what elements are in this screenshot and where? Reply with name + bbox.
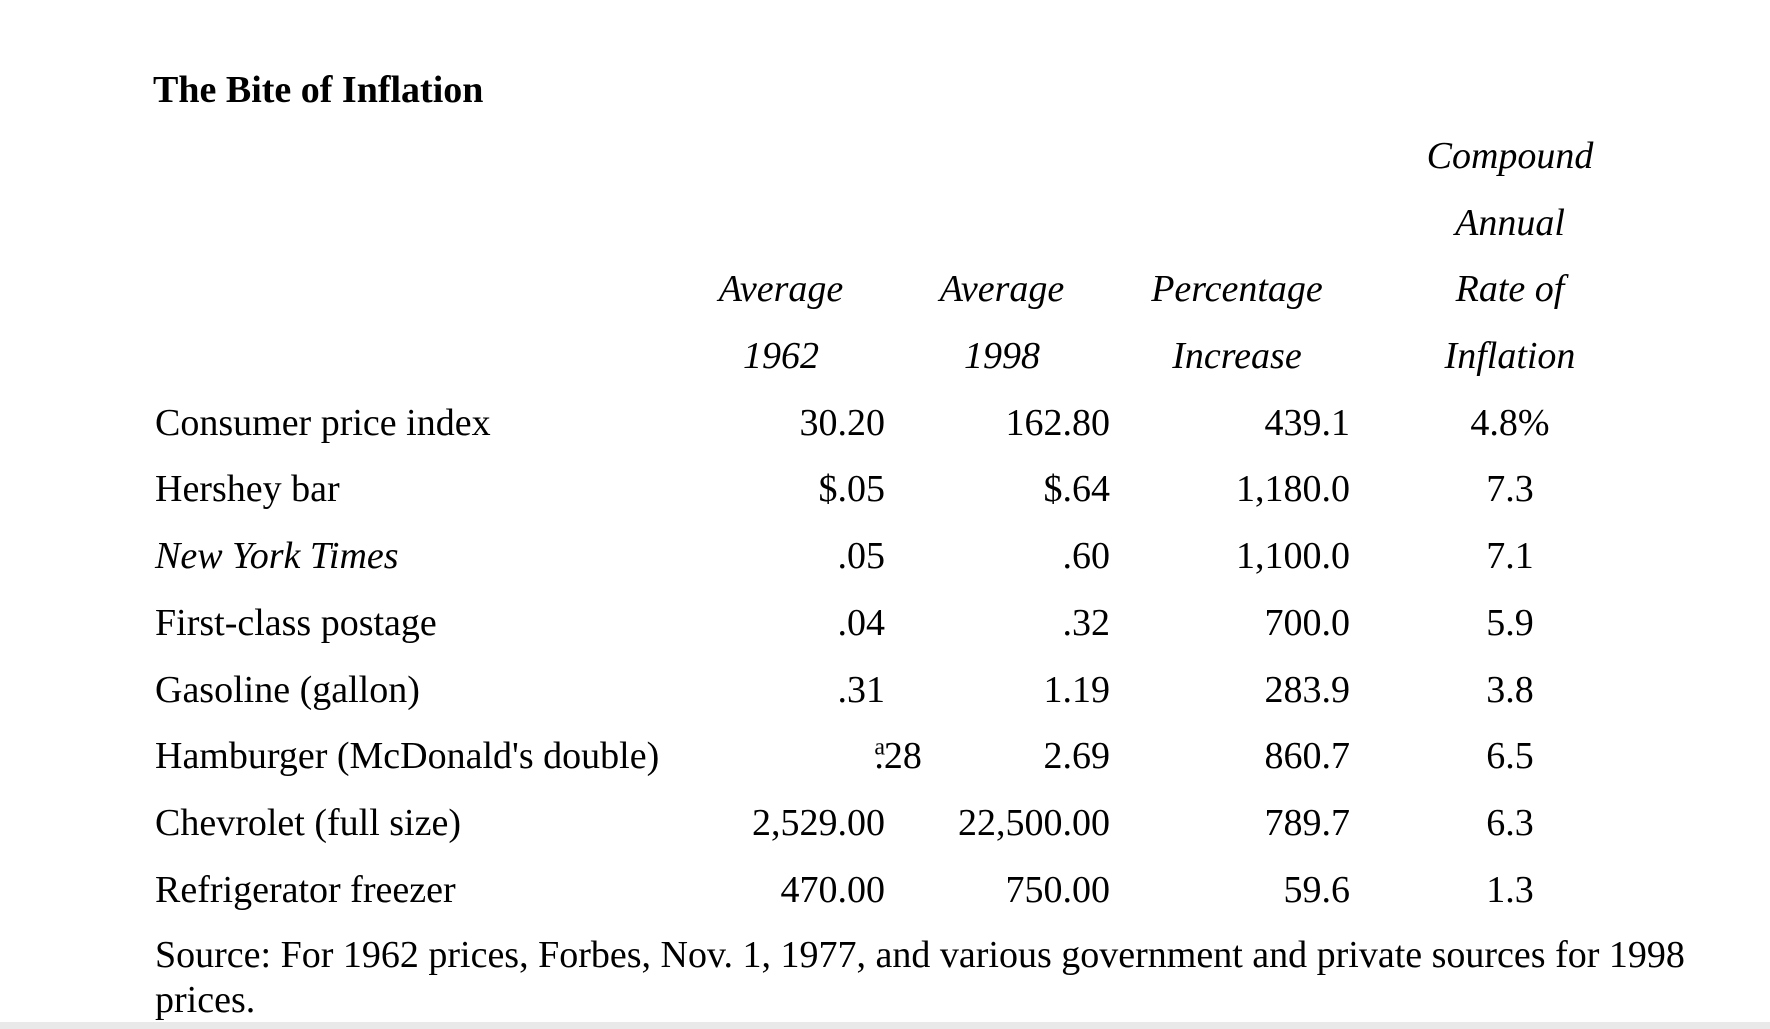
table-row: Hamburger (McDonald's double) .28 a 2.69 … — [0, 723, 1770, 790]
value-1998: .32 — [1062, 601, 1111, 644]
table-header-row-1: Compound — [0, 123, 1770, 190]
value-1998: 162.80 — [1005, 401, 1111, 444]
row-label: Consumer price index — [155, 401, 491, 444]
value-1998: 750.00 — [1005, 868, 1111, 911]
value-1962: .05 — [837, 535, 886, 578]
value-inflation-rate: 7.1 — [1486, 535, 1534, 578]
value-1962-number: .28 — [874, 735, 922, 778]
bottom-edge-bar — [0, 1022, 1770, 1029]
value-1998: 2.69 — [1043, 735, 1111, 778]
value-inflation-rate: 4.8% — [1470, 401, 1550, 444]
page-title: The Bite of Inflation — [153, 69, 484, 111]
value-1962: 470.00 — [780, 868, 886, 911]
row-label: Refrigerator freezer — [155, 868, 456, 911]
table-row: Refrigerator freezer 470.00 750.00 59.6 … — [0, 857, 1770, 924]
value-inflation-rate: 1.3 — [1486, 868, 1534, 911]
value-pct-increase: 700.0 — [1264, 601, 1351, 644]
value-inflation-rate: 3.8 — [1486, 668, 1534, 711]
value-pct-increase: 439.1 — [1264, 401, 1351, 444]
table-header-row-2: Annual — [0, 190, 1770, 257]
value-pct-increase: 59.6 — [1283, 868, 1351, 911]
value-1998: .60 — [1062, 535, 1111, 578]
row-label: Chevrolet (full size) — [155, 801, 462, 844]
source-note-line2: prices. — [155, 979, 256, 1021]
header-col4-line2: Annual — [1455, 201, 1565, 244]
header-col2-line2: 1998 — [964, 335, 1040, 378]
table-row: Hershey bar $.05 $.64 1,180.0 7.3 — [0, 456, 1770, 523]
value-1962: .28 a — [585, 723, 922, 790]
value-1962: $.05 — [818, 468, 886, 511]
header-col4-line4: Inflation — [1444, 335, 1576, 378]
value-pct-increase: 283.9 — [1264, 668, 1351, 711]
table-row: Gasoline (gallon) .31 1.19 283.9 3.8 — [0, 657, 1770, 724]
value-pct-increase: 1,100.0 — [1236, 535, 1350, 578]
value-1962: 2,529.00 — [752, 801, 885, 844]
table-header-row-4: 1962 1998 Increase Inflation — [0, 323, 1770, 390]
inflation-table: Compound Annual Average Average Percenta… — [0, 123, 1770, 923]
header-col1-line2: 1962 — [743, 335, 819, 378]
table-row: First-class postage .04 .32 700.0 5.9 — [0, 590, 1770, 657]
row-label: Hamburger (McDonald's double) — [155, 735, 660, 778]
value-inflation-rate: 6.5 — [1486, 735, 1534, 778]
row-label: First-class postage — [155, 601, 437, 644]
header-col3-line1: Percentage — [1151, 268, 1323, 311]
value-1998: $.64 — [1043, 468, 1111, 511]
header-col4-line1: Compound — [1426, 135, 1594, 177]
value-pct-increase: 1,180.0 — [1236, 468, 1350, 511]
row-label: Gasoline (gallon) — [155, 668, 420, 711]
row-label: New York Times — [155, 535, 399, 578]
value-1962: .04 — [837, 601, 886, 644]
value-pct-increase: 789.7 — [1264, 801, 1351, 844]
table-row: Chevrolet (full size) 2,529.00 22,500.00… — [0, 790, 1770, 857]
header-col3-line2: Increase — [1172, 335, 1302, 378]
value-1962: 30.20 — [799, 401, 886, 444]
source-note: Source: For 1962 prices, Forbes, Nov. 1,… — [155, 933, 1685, 1023]
value-1998: 1.19 — [1043, 668, 1111, 711]
table-row: New York Times .05 .60 1,100.0 7.1 — [0, 523, 1770, 590]
header-col4-line3: Rate of — [1455, 268, 1565, 311]
value-pct-increase: 860.7 — [1264, 735, 1351, 778]
header-col1-line1: Average — [718, 268, 844, 311]
value-inflation-rate: 7.3 — [1486, 468, 1534, 511]
table-row: Consumer price index 30.20 162.80 439.1 … — [0, 390, 1770, 457]
footnote-marker: a — [874, 734, 885, 761]
value-inflation-rate: 6.3 — [1486, 801, 1534, 844]
value-1998: 22,500.00 — [958, 801, 1110, 844]
header-col2-line1: Average — [939, 268, 1065, 311]
value-inflation-rate: 5.9 — [1486, 601, 1534, 644]
row-label: Hershey bar — [155, 468, 340, 511]
source-note-line1: Source: For 1962 prices, Forbes, Nov. 1,… — [155, 934, 1685, 976]
table-header-row-3: Average Average Percentage Rate of — [0, 256, 1770, 323]
value-1962: .31 — [837, 668, 886, 711]
